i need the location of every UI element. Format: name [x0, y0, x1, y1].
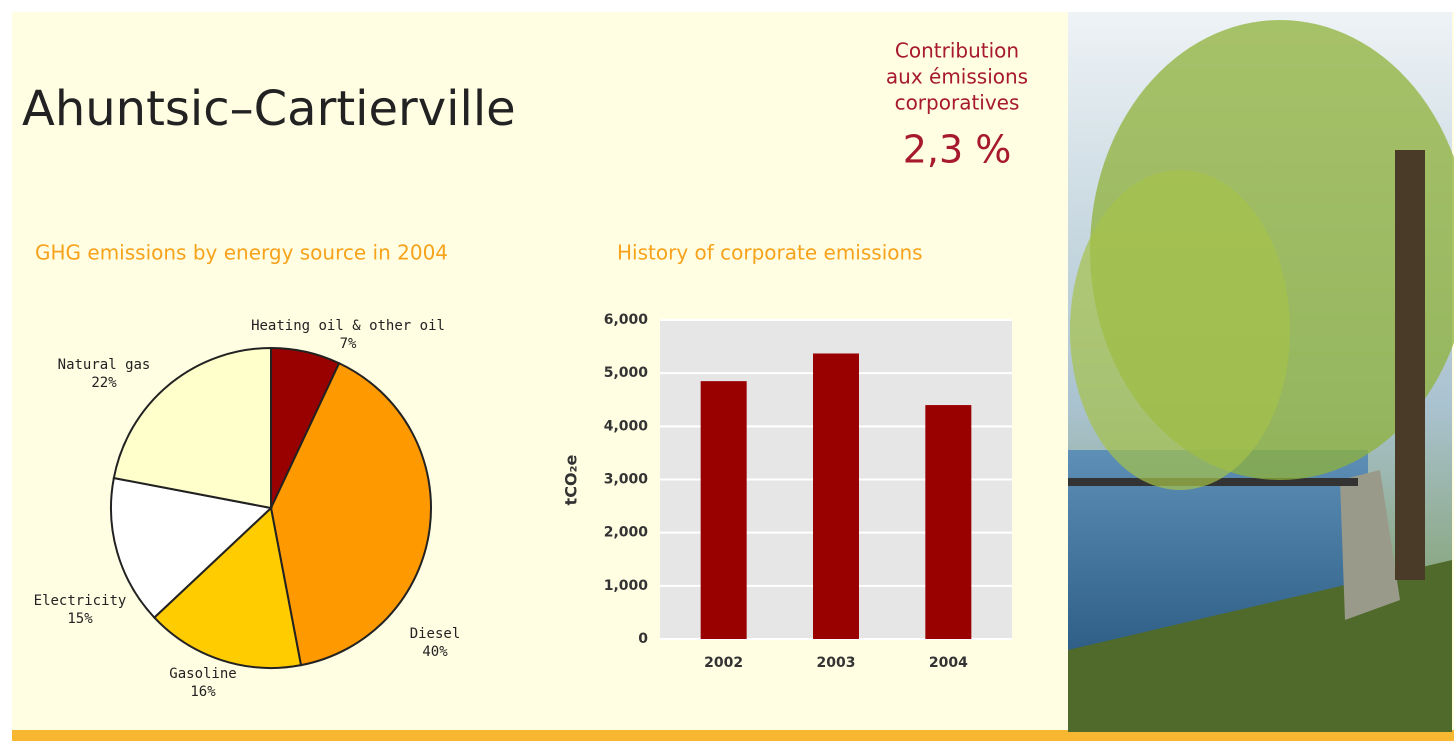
y-tick-label: 6,000: [604, 312, 649, 328]
slice-label: Natural gas: [58, 357, 151, 373]
slice-value: 7%: [340, 336, 357, 352]
chart-title: GHG emissions by energy source in 2004: [35, 241, 448, 265]
slice-label: Gasoline: [169, 666, 236, 682]
contribution-label: aux émissions: [886, 65, 1028, 89]
pie-slice: [110, 476, 274, 619]
x-tick-label: 2003: [817, 655, 856, 671]
page-title: Ahuntsic–Cartierville: [22, 81, 516, 137]
y-tick-label: 1,000: [604, 578, 649, 594]
y-tick-label: 3,000: [604, 472, 649, 488]
slice-label: Heating oil & other oil: [251, 318, 445, 334]
contribution-label: corporatives: [895, 91, 1020, 115]
slice-label: Electricity: [34, 593, 127, 609]
slice-value: 40%: [422, 644, 448, 660]
contribution-value: 2,3 %: [903, 128, 1012, 172]
slice-value: 15%: [67, 611, 93, 627]
slice-value: 22%: [91, 375, 117, 391]
slice-value: 16%: [190, 684, 216, 700]
x-tick-label: 2004: [929, 655, 968, 671]
y-axis-label: tCO₂e: [562, 454, 581, 505]
pie-slice: [269, 361, 432, 667]
y-tick-label: 0: [638, 631, 648, 647]
bar: [813, 353, 859, 639]
chart-title: History of corporate emissions: [617, 241, 923, 265]
y-tick-label: 4,000: [604, 418, 649, 434]
y-tick-label: 2,000: [604, 525, 649, 541]
x-tick-label: 2002: [704, 655, 743, 671]
slice-label: Diesel: [410, 626, 461, 642]
contribution-label: Contribution: [895, 39, 1019, 63]
bar: [700, 381, 747, 639]
bar: [925, 405, 972, 639]
pie-slice: [112, 346, 272, 510]
y-tick-label: 5,000: [604, 365, 649, 381]
bottom-bar: [12, 730, 1454, 741]
photo: [1068, 12, 1454, 732]
pie-slice: [152, 506, 303, 669]
